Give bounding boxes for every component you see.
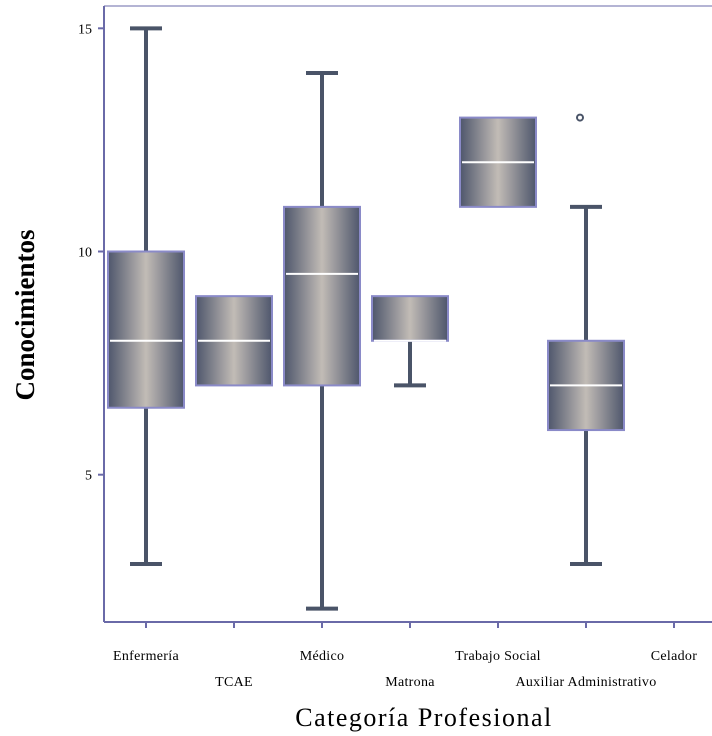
x-axis-title: Categoría Profesional (295, 703, 553, 732)
x-tick-label: Celador (651, 649, 697, 664)
y-axis-title: Conocimientos (10, 230, 40, 401)
x-tick-label: TCAE (215, 675, 253, 690)
x-tick-label: Trabajo Social (455, 649, 541, 664)
plot-area: 5 10 15 Enfermería TCAE Médico Matrona Trabajo … (78, 5, 712, 690)
box (283, 205, 361, 387)
y-tick-label: 15 (78, 22, 92, 37)
outlier-point (576, 113, 584, 122)
y-tick-label: 5 (85, 469, 92, 484)
box (371, 295, 449, 342)
y-tick-label: 10 (78, 246, 92, 261)
x-tick-label: Matrona (385, 675, 435, 690)
x-tick-label: Auxiliar Administrativo (515, 675, 656, 690)
x-tick-label: Enfermería (113, 649, 179, 664)
x-tick-label: Médico (300, 649, 345, 664)
box (107, 250, 185, 409)
